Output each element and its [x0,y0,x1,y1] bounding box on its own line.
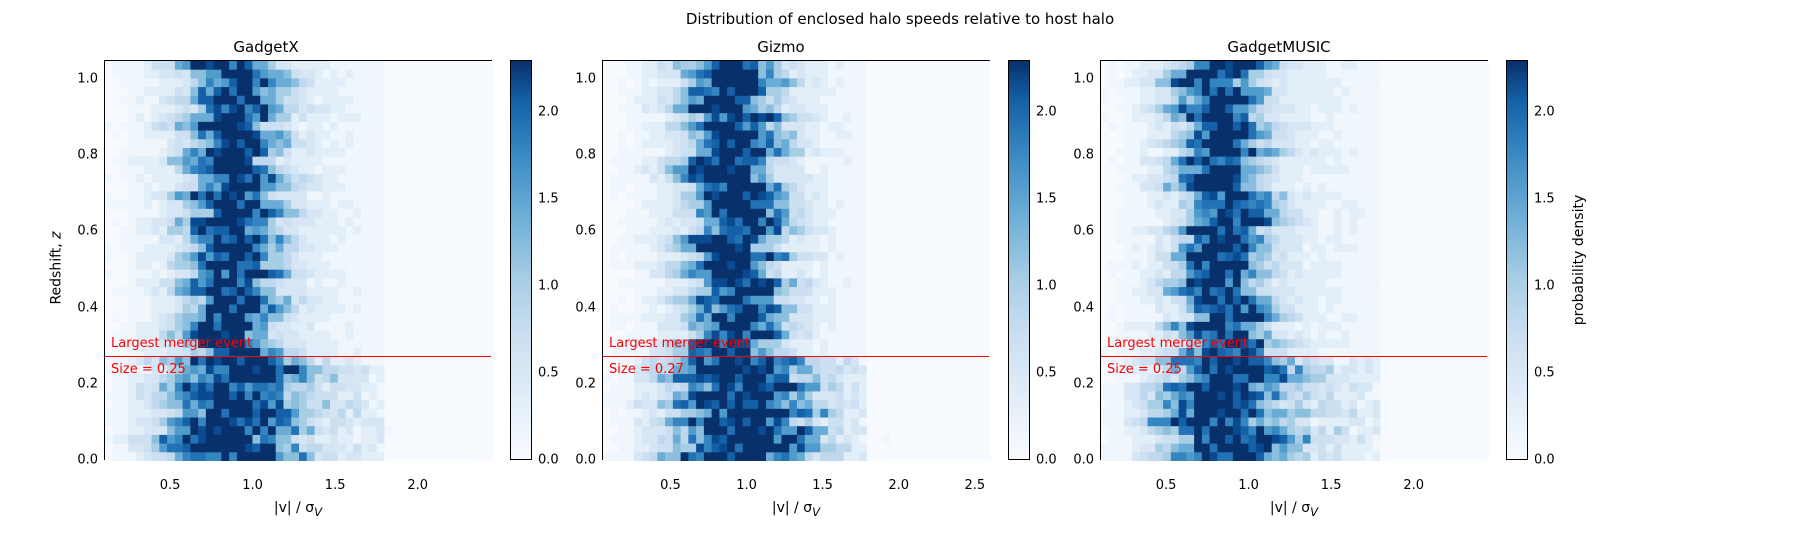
colorbar-tick: 0.5 [1036,366,1057,381]
colorbar-tick: 1.0 [1036,279,1057,294]
merger-line [105,356,491,357]
y-tick: 1.0 [1073,72,1094,87]
subplot-title: Gizmo [572,38,990,60]
colorbar-tick: 0.0 [1534,453,1555,468]
x-tick: 1.0 [736,478,757,493]
colorbar [1008,60,1030,460]
y-tick: 0.0 [575,453,596,468]
panels-row: GadgetX Redshift, z 0.0 0.2 0.4 0.6 0.8 1.0 Larg… [40,38,1790,520]
merger-line [603,356,989,357]
y-tick: 0.4 [575,300,596,315]
y-tick: 0.6 [77,224,98,239]
colorbar-tick: 1.5 [1036,192,1057,207]
x-tick: 1.5 [812,478,833,493]
x-tick: 2.0 [1403,478,1424,493]
subplot-title: GadgetMUSIC [1070,38,1488,60]
colorbar-tick: 2.0 [1036,105,1057,120]
y-tick: 0.4 [1073,300,1094,315]
x-axis-label: |v| / σV [1100,500,1488,520]
colorbar-tick: 0.0 [538,453,559,468]
x-tick: 0.5 [160,478,181,493]
y-tick: 0.0 [1073,453,1094,468]
subplot: GadgetX Redshift, z 0.0 0.2 0.4 0.6 0.8 1.0 Larg… [40,38,492,520]
colorbar-tick: 0.5 [1534,366,1555,381]
y-tick: 0.0 [77,453,98,468]
x-tick: 0.5 [660,478,681,493]
x-tick: 2.0 [407,478,428,493]
merger-size-label: Size = 0.25 [111,362,186,377]
merger-label: Largest merger event [111,336,252,351]
y-tick: 0.8 [1073,148,1094,163]
colorbar-tick: 1.0 [1534,279,1555,294]
panel-gizmo: Gizmo 0.0 0.2 0.4 0.6 0.8 1.0 Largest merger ev… [572,38,1070,520]
subplot-title: GadgetX [40,38,492,60]
merger-line [1101,356,1487,357]
x-axis-label: |v| / σV [602,500,990,520]
y-tick: 0.6 [1073,224,1094,239]
subplot: GadgetMUSIC 0.0 0.2 0.4 0.6 0.8 1.0 Largest mer… [1070,38,1488,520]
figure-suptitle: Distribution of enclosed halo speeds rel… [0,10,1800,28]
merger-label: Largest merger event [1107,336,1248,351]
figure: Distribution of enclosed halo speeds rel… [0,0,1800,550]
y-tick: 0.8 [77,148,98,163]
y-tick: 0.2 [575,376,596,391]
merger-size-label: Size = 0.27 [609,362,684,377]
x-axis-label: |v| / σV [104,500,492,520]
x-tick: 1.0 [1238,478,1259,493]
y-tick: 0.6 [575,224,596,239]
colorbar-tick: 1.5 [1534,192,1555,207]
plot-area: Largest merger event Size = 0.25 [1100,60,1488,460]
merger-label: Largest merger event [609,336,750,351]
y-tick: 0.2 [77,376,98,391]
x-tick: 2.0 [888,478,909,493]
colorbar-tick: 1.5 [538,192,559,207]
x-tick: 1.5 [325,478,346,493]
panel-gadgetmusic: GadgetMUSIC 0.0 0.2 0.4 0.6 0.8 1.0 Largest mer… [1070,38,1590,520]
colorbar [510,60,532,460]
plot-area: Largest merger event Size = 0.25 [104,60,492,460]
y-tick: 0.2 [1073,376,1094,391]
y-tick: 1.0 [575,72,596,87]
heatmap [1101,61,1489,461]
y-tick: 1.0 [77,72,98,87]
heatmap [105,61,493,461]
x-tick: 0.5 [1156,478,1177,493]
colorbar-tick: 0.0 [1036,453,1057,468]
x-tick: 1.0 [242,478,263,493]
colorbar-tick: 0.5 [538,366,559,381]
colorbar-tick: 1.0 [538,279,559,294]
y-axis-label: Redshift, z [49,231,65,304]
x-tick: 1.5 [1321,478,1342,493]
colorbar [1506,60,1528,460]
y-tick: 0.4 [77,300,98,315]
colorbar-label: probability density [1571,195,1587,325]
heatmap [603,61,991,461]
plot-area: Largest merger event Size = 0.27 [602,60,990,460]
x-tick: 2.5 [964,478,985,493]
colorbar-tick: 2.0 [1534,105,1555,120]
merger-size-label: Size = 0.25 [1107,362,1182,377]
colorbar-tick: 2.0 [538,105,559,120]
y-tick: 0.8 [575,148,596,163]
panel-gadgetx: GadgetX Redshift, z 0.0 0.2 0.4 0.6 0.8 1.0 Larg… [40,38,572,520]
subplot: Gizmo 0.0 0.2 0.4 0.6 0.8 1.0 Largest merger ev… [572,38,990,520]
